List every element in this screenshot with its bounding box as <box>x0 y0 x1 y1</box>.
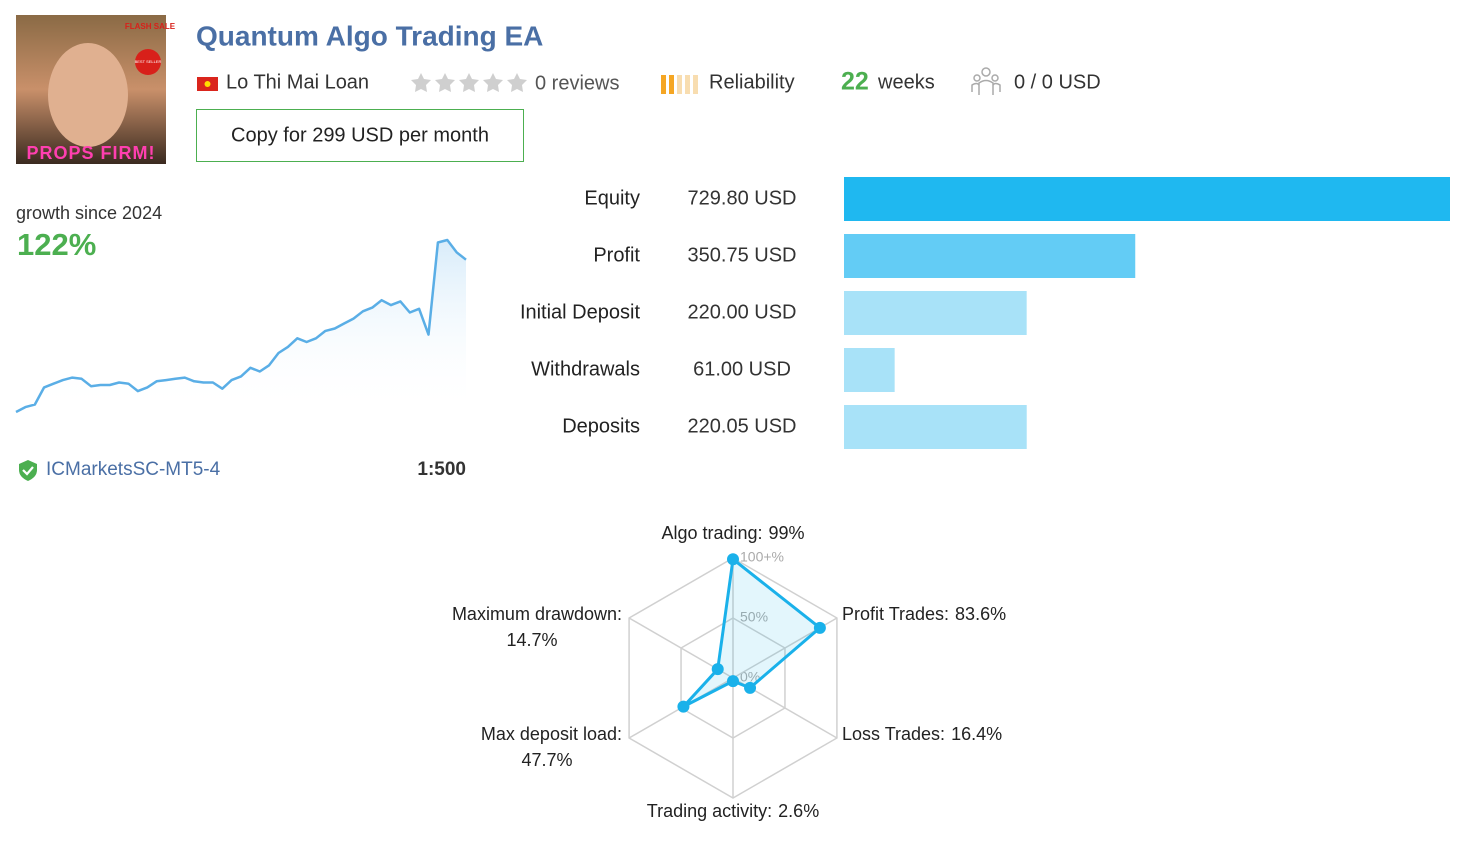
reliability[interactable]: Reliability <box>709 71 795 93</box>
stat-value: 61.00 USD <box>693 358 791 380</box>
radar-label-group: Loss Trades: 16.4% <box>842 724 1002 744</box>
radar-tick-label: 0% <box>740 669 760 685</box>
radar-point <box>727 553 739 566</box>
broker-server[interactable]: ICMarketsSC-MT5-4 <box>46 459 221 480</box>
stat-label: Initial Deposit <box>520 301 641 323</box>
reviews[interactable]: 0 reviews <box>535 72 619 94</box>
leverage: 1:500 <box>417 459 466 480</box>
radar-value: 2.6% <box>778 801 819 821</box>
avatar-face <box>48 43 128 147</box>
rating-stars <box>411 73 527 92</box>
avatar-seal-icon <box>135 49 161 75</box>
avatar: PROPS FIRM! FLASH SALE BEST SELLER <box>16 15 176 164</box>
stat-bar <box>844 348 895 392</box>
avatar-seal: BEST SELLER <box>135 59 162 64</box>
radar-value: 83.6% <box>955 604 1006 624</box>
stat-value: 220.00 USD <box>688 301 797 323</box>
radar-label: Loss Trades: <box>842 724 945 744</box>
radar-label: Profit Trades: <box>842 604 949 624</box>
stat-bar <box>844 177 1450 221</box>
copy-button[interactable] <box>196 109 524 162</box>
stat-bar <box>844 291 1027 335</box>
radar-point <box>711 663 724 676</box>
avatar-text: PROPS FIRM! <box>26 143 155 163</box>
radar-point <box>813 621 826 634</box>
title[interactable]: Quantum Algo Trading EA <box>196 20 543 51</box>
avatar-badge: FLASH SALE <box>125 22 176 31</box>
radar-tick-label: 100+% <box>740 549 784 565</box>
radar-label-group: Algo trading: 99% <box>661 523 804 543</box>
radar-point <box>744 681 757 694</box>
radar-label: Trading activity: <box>647 801 772 821</box>
radar-label: Algo trading: <box>661 523 762 543</box>
stat-value: 350.75 USD <box>688 244 797 266</box>
radar-point <box>727 675 739 688</box>
subscribers: 0 / 0 USD <box>1014 71 1101 93</box>
radar-tick-label: 50% <box>740 609 768 625</box>
radar-label: Max deposit load: <box>481 724 622 744</box>
radar-label-group: Profit Trades: 83.6% <box>842 604 1006 624</box>
stat-bar <box>844 405 1027 449</box>
flag-star <box>204 81 211 87</box>
stat-label: Deposits <box>562 415 640 437</box>
stat-label: Withdrawals <box>531 358 640 380</box>
stat-value: 729.80 USD <box>688 187 797 209</box>
radar-value: 47.7% <box>521 750 572 770</box>
weeks-value: 22 <box>841 68 869 96</box>
stat-value: 220.05 USD <box>688 415 797 437</box>
growth-line <box>15 238 467 414</box>
subscribers-icon <box>971 67 1001 95</box>
stat-bar <box>844 234 1136 278</box>
radar-point <box>677 700 690 713</box>
author[interactable]: Lo Thi Mai Loan <box>226 71 369 93</box>
radar-label-group: Trading activity: 2.6% <box>647 801 819 821</box>
weeks-label: weeks <box>877 71 935 93</box>
verified-icon <box>19 460 37 481</box>
growth-area <box>16 240 466 412</box>
radar-value: 14.7% <box>506 630 557 650</box>
growth-label: growth since 2024 <box>16 203 162 223</box>
verified-check <box>22 466 34 476</box>
stat-label: Profit <box>593 244 640 266</box>
radar-value: 16.4% <box>951 724 1002 744</box>
copy-button-label[interactable]: Copy for 299 USD per month <box>231 124 489 146</box>
stat-label: Equity <box>584 187 640 209</box>
radar-value: 99% <box>769 523 805 543</box>
reliability-icon <box>661 75 698 94</box>
growth-value: 122% <box>17 227 96 262</box>
radar-label: Maximum drawdown: <box>452 604 622 624</box>
